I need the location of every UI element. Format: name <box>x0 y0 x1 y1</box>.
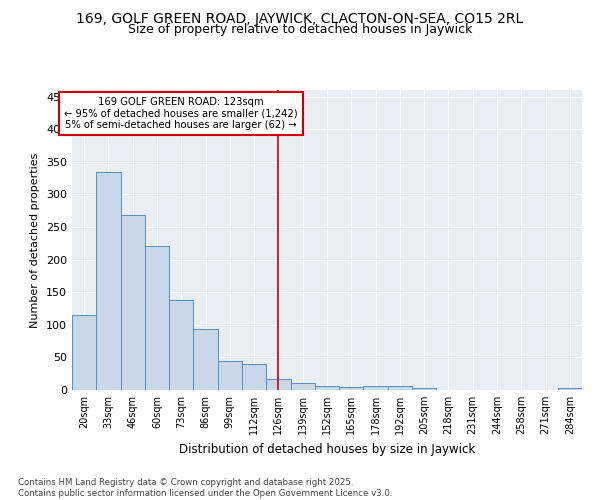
Bar <box>315 386 339 390</box>
Bar <box>558 388 582 390</box>
Text: Size of property relative to detached houses in Jaywick: Size of property relative to detached ho… <box>128 22 472 36</box>
Bar <box>339 386 364 390</box>
Text: 169, GOLF GREEN ROAD, JAYWICK, CLACTON-ON-SEA, CO15 2RL: 169, GOLF GREEN ROAD, JAYWICK, CLACTON-O… <box>76 12 524 26</box>
Bar <box>145 246 169 390</box>
Bar <box>290 384 315 390</box>
Bar <box>412 388 436 390</box>
Bar <box>193 328 218 390</box>
Bar <box>96 172 121 390</box>
Text: Distribution of detached houses by size in Jaywick: Distribution of detached houses by size … <box>179 442 475 456</box>
Bar <box>121 215 145 390</box>
Bar <box>169 300 193 390</box>
Text: 169 GOLF GREEN ROAD: 123sqm
← 95% of detached houses are smaller (1,242)
5% of s: 169 GOLF GREEN ROAD: 123sqm ← 95% of det… <box>64 96 298 130</box>
Bar <box>388 386 412 390</box>
Bar <box>218 362 242 390</box>
Bar <box>364 386 388 390</box>
Bar <box>242 364 266 390</box>
Y-axis label: Number of detached properties: Number of detached properties <box>31 152 40 328</box>
Bar <box>266 379 290 390</box>
Bar <box>72 315 96 390</box>
Text: Contains HM Land Registry data © Crown copyright and database right 2025.
Contai: Contains HM Land Registry data © Crown c… <box>18 478 392 498</box>
